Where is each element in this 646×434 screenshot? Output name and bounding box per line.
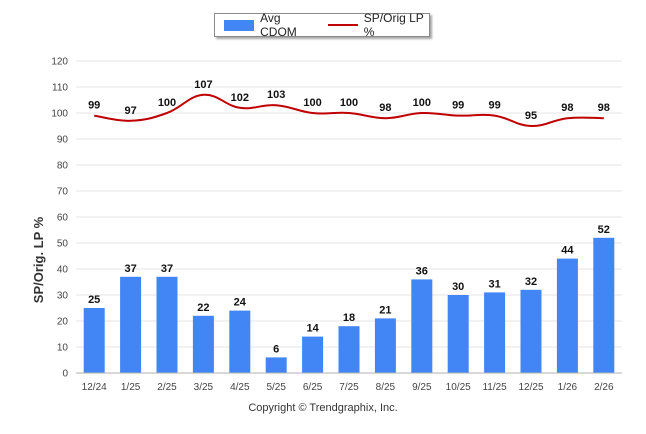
bar-value-label: 24 xyxy=(234,297,247,309)
legend-label-sp-orig-lp: SP/Orig LP % xyxy=(363,11,424,39)
x-tick-label: 4/25 xyxy=(230,382,250,393)
bar[interactable] xyxy=(556,258,578,373)
x-tick-label: 2/25 xyxy=(157,382,177,393)
legend-item-avg-cdom[interactable]: Avg CDOM xyxy=(215,11,314,39)
y-tick-label: 0 xyxy=(62,369,68,380)
line-value-label: 98 xyxy=(379,102,391,114)
bar[interactable] xyxy=(120,276,142,373)
x-tick-label: 12/25 xyxy=(518,382,543,393)
x-tick-label: 7/25 xyxy=(339,382,359,393)
bar[interactable] xyxy=(302,336,324,373)
line-value-label: 107 xyxy=(194,79,212,91)
bar-data-labels: 25 37 37 22 24 6 14 18 21 36 30 31 32 44 52 xyxy=(88,224,610,356)
y-tick-label: 60 xyxy=(57,213,69,224)
bar-value-label: 36 xyxy=(416,265,428,277)
legend: Avg CDOM SP/Orig LP % xyxy=(214,11,430,39)
bar[interactable] xyxy=(83,308,105,373)
bar[interactable] xyxy=(374,318,396,373)
y-tick-label: 20 xyxy=(57,317,69,328)
bar-value-label: 31 xyxy=(488,278,500,290)
x-tick-label: 12/24 xyxy=(82,382,107,393)
line-series-sp-orig-lp xyxy=(94,93,604,128)
bar[interactable] xyxy=(447,295,469,373)
line-value-label: 98 xyxy=(561,102,573,114)
y-axis-title-wrap: SP/Orig. LP % xyxy=(31,216,46,303)
x-tick-label: 2/26 xyxy=(594,382,614,393)
legend-item-sp-orig-lp[interactable]: SP/Orig LP % xyxy=(314,11,429,39)
bar-value-label: 14 xyxy=(306,323,319,335)
bar-value-label: 22 xyxy=(197,302,209,314)
line-value-label: 102 xyxy=(231,92,249,104)
y-tick-label: 40 xyxy=(57,265,69,276)
bar-value-label: 30 xyxy=(452,281,464,293)
legend-swatch-bar xyxy=(224,19,255,31)
legend-swatch-line xyxy=(327,24,358,26)
bar[interactable] xyxy=(411,279,433,373)
y-tick-label: 10 xyxy=(57,343,69,354)
x-tick-label: 10/25 xyxy=(446,382,471,393)
line-value-label: 95 xyxy=(525,110,537,122)
bar-series-avg-cdom xyxy=(83,237,615,373)
y-tick-label: 110 xyxy=(52,83,68,94)
bar-value-label: 6 xyxy=(273,343,279,355)
bar-value-label: 25 xyxy=(88,294,100,306)
line-value-label: 100 xyxy=(413,97,431,109)
copyright-footer: Copyright © Trendgraphix, Inc. xyxy=(248,402,398,414)
y-tick-label: 100 xyxy=(51,109,68,120)
x-tick-label: 1/25 xyxy=(121,382,141,393)
x-tick-label: 6/25 xyxy=(303,382,323,393)
line-value-label: 99 xyxy=(452,100,464,112)
x-tick-label: 9/25 xyxy=(412,382,432,393)
line-value-label: 99 xyxy=(88,100,100,112)
bar[interactable] xyxy=(593,237,615,373)
x-tick-label: 3/25 xyxy=(194,382,214,393)
y-tick-label: 80 xyxy=(57,161,69,172)
bar[interactable] xyxy=(265,357,287,373)
bar-value-label: 52 xyxy=(598,224,610,236)
y-tick-label: 70 xyxy=(57,187,69,198)
x-tick-label: 11/25 xyxy=(482,382,507,393)
y-tick-label: 120 xyxy=(51,57,68,68)
x-axis-ticks: 12/24 1/25 2/25 3/25 4/25 5/25 6/25 7/25 8/25 9/2… xyxy=(82,382,614,393)
bar[interactable] xyxy=(338,326,360,373)
bar-value-label: 44 xyxy=(561,245,574,257)
bar-value-label: 18 xyxy=(343,312,355,324)
y-axis-title: SP/Orig. LP % xyxy=(31,216,46,303)
legend-label-avg-cdom: Avg CDOM xyxy=(260,11,297,39)
line-value-label: 103 xyxy=(267,89,285,101)
line-value-label: 100 xyxy=(303,97,321,109)
line-value-label: 99 xyxy=(488,100,500,112)
line-data-labels: 99 97 100 107 102 103 100 100 98 100 99 99 95 98 98 xyxy=(88,79,610,122)
bar[interactable] xyxy=(192,315,214,373)
bar[interactable] xyxy=(156,276,178,373)
y-tick-label: 30 xyxy=(57,291,69,302)
x-tick-label: 1/26 xyxy=(558,382,578,393)
bar-value-label: 37 xyxy=(124,263,136,275)
line-value-label: 100 xyxy=(340,97,358,109)
bar-value-label: 21 xyxy=(379,304,391,316)
x-tick-label: 8/25 xyxy=(376,382,396,393)
bar[interactable] xyxy=(484,292,506,373)
line-value-label: 100 xyxy=(158,97,176,109)
y-axis-ticks: 0 10 20 30 40 50 60 70 80 90 100 110 120 xyxy=(51,57,68,380)
x-tick-label: 5/25 xyxy=(266,382,286,393)
bar-value-label: 37 xyxy=(161,263,173,275)
line-value-label: 97 xyxy=(124,105,136,117)
line-value-label: 98 xyxy=(598,102,610,114)
bar-value-label: 32 xyxy=(525,276,537,288)
y-tick-label: 50 xyxy=(57,239,69,250)
bar[interactable] xyxy=(520,289,542,373)
y-tick-label: 90 xyxy=(57,135,69,146)
bar[interactable] xyxy=(229,310,251,373)
